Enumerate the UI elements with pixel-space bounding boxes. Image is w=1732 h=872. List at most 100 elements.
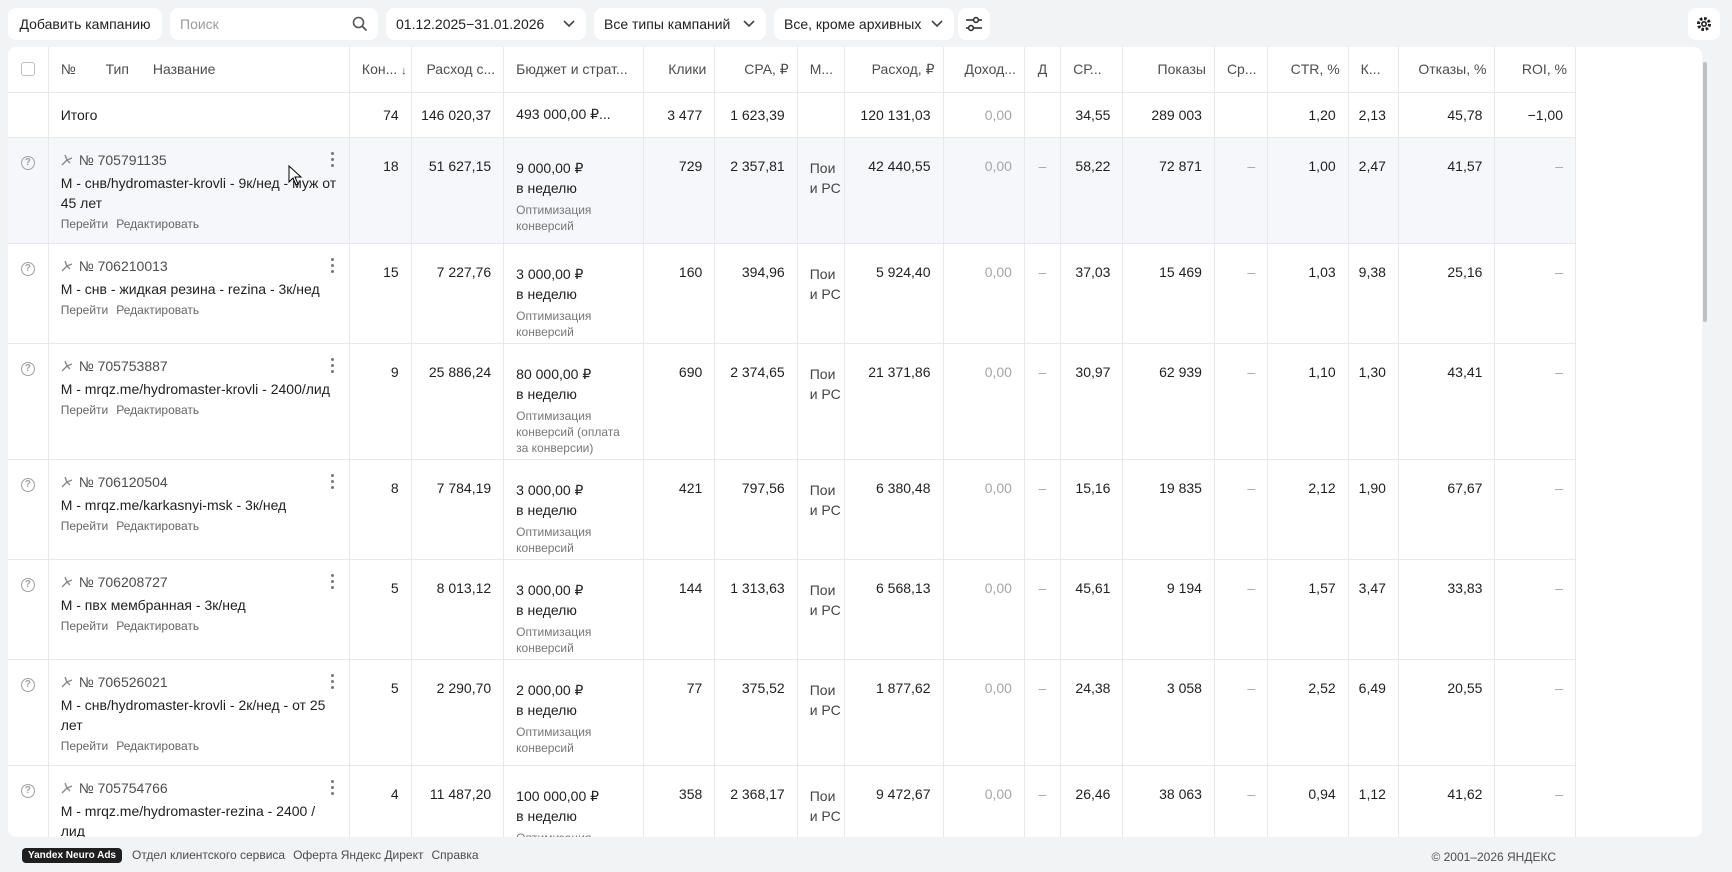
- kebab-icon[interactable]: [331, 473, 335, 489]
- k-cell: 3,47: [1348, 559, 1399, 660]
- neuro-ads-logo[interactable]: Yandex Neuro Ads: [22, 847, 122, 863]
- campaign-types-select[interactable]: Все типы кампаний: [594, 8, 766, 40]
- question-icon[interactable]: ?: [20, 577, 35, 592]
- campaign-id-text[interactable]: № 705754766: [78, 779, 168, 796]
- campaign-id-text[interactable]: № 706526021: [78, 673, 168, 690]
- campaign-name[interactable]: М - снв/hydromaster-krovli - 9к/нед - му…: [60, 174, 337, 211]
- budget-period: в неделю: [516, 385, 577, 402]
- table-row[interactable]: ? № 705754766 М - mrqz.me/hydromaster-re…: [8, 765, 1576, 837]
- footer-link-offer[interactable]: Оферта Яндекс Директ: [293, 848, 424, 862]
- d-cell: –: [1024, 559, 1062, 660]
- kebab-icon[interactable]: [331, 257, 335, 273]
- edit-link[interactable]: Редактировать: [116, 618, 200, 633]
- kebab-icon[interactable]: [331, 673, 335, 689]
- campaign-id-text[interactable]: № 706120504: [78, 473, 168, 490]
- campaign-name[interactable]: М - mrqz.me/hydromaster-krovli - 2400/ли…: [60, 380, 330, 397]
- archive-filter-select[interactable]: Все, кроме архивных: [774, 8, 954, 40]
- campaign-id-text[interactable]: № 706210013: [78, 257, 168, 274]
- clicks-cell: 729: [643, 137, 716, 244]
- kebab-icon[interactable]: [331, 357, 335, 373]
- question-icon[interactable]: ?: [20, 783, 35, 798]
- edit-link[interactable]: Редактировать: [116, 518, 200, 533]
- campaign-name-cell: № 705754766 М - mrqz.me/hydromaster-rezi…: [48, 765, 351, 838]
- kebab-icon[interactable]: [331, 779, 335, 795]
- campaign-name[interactable]: М - mrqz.me/karkasnyi-msk - 3к/нед: [60, 496, 287, 513]
- campaign-name[interactable]: М - mrqz.me/hydromaster-rezina - 2400 / …: [60, 802, 316, 838]
- col-m[interactable]: М...: [797, 47, 845, 93]
- go-link[interactable]: Перейти: [60, 302, 109, 317]
- go-link[interactable]: Перейти: [60, 402, 109, 417]
- campaign-id-text[interactable]: № 705753887: [78, 357, 168, 374]
- col-clicks[interactable]: Клики: [643, 47, 716, 93]
- add-campaign-button[interactable]: Добавить кампанию: [8, 8, 162, 40]
- vertical-scrollbar[interactable]: [1703, 62, 1707, 322]
- go-link[interactable]: Перейти: [60, 216, 109, 231]
- question-icon[interactable]: ?: [20, 477, 35, 492]
- question-icon[interactable]: ?: [20, 677, 35, 692]
- campaign-name-cell: № 705791135 М - снв/hydromaster-krovli -…: [48, 137, 351, 244]
- table-row[interactable]: ? № 706526021 М - снв/hydromaster-krovli…: [8, 659, 1576, 766]
- bounce-cell: 43,41: [1398, 343, 1496, 460]
- kebab-icon[interactable]: [331, 151, 335, 167]
- budget-cell: 2 000,00 ₽ в неделю Оптимизация конверси…: [503, 659, 644, 766]
- question-icon[interactable]: ?: [20, 361, 35, 376]
- col-spend-conv[interactable]: Расход с...: [411, 47, 505, 93]
- placement-line: и РС: [809, 385, 841, 402]
- table-row[interactable]: ? № 705753887 М - mrqz.me/hydromaster-kr…: [8, 343, 1576, 460]
- col-impressions[interactable]: Показы: [1122, 47, 1215, 93]
- question-icon[interactable]: ?: [20, 261, 35, 276]
- col-k[interactable]: К...: [1348, 47, 1399, 93]
- clicks-cell: 421: [643, 459, 716, 560]
- go-link[interactable]: Перейти: [60, 618, 109, 633]
- campaign-id-text[interactable]: № 706208727: [78, 573, 168, 590]
- col-cp[interactable]: СР...: [1060, 47, 1124, 93]
- edit-link[interactable]: Редактировать: [116, 216, 200, 231]
- col-cpa[interactable]: CPA, ₽: [714, 47, 798, 93]
- select-all-checkbox[interactable]: [20, 62, 35, 77]
- go-link[interactable]: Перейти: [60, 518, 109, 533]
- question-icon[interactable]: ?: [20, 155, 35, 170]
- cpa-cell: 1 313,63: [714, 559, 798, 660]
- filters-button[interactable]: [958, 8, 990, 40]
- col-income[interactable]: Доход...: [943, 47, 1025, 93]
- col-d[interactable]: Д: [1024, 47, 1062, 93]
- search-input[interactable]: Поиск: [170, 8, 378, 40]
- toolbar: Добавить кампанию Поиск 01.12.2025−31.01…: [8, 8, 1732, 40]
- campaign-id-text[interactable]: № 705791135: [78, 151, 167, 168]
- col-num[interactable]: №: [60, 61, 76, 78]
- col-avg[interactable]: Ср...: [1214, 47, 1269, 93]
- footer-link-support[interactable]: Отдел клиентского сервиса: [132, 848, 286, 862]
- campaign-name[interactable]: М - снв - жидкая резина - rezina - 3к/не…: [60, 280, 320, 297]
- edit-link[interactable]: Редактировать: [116, 402, 200, 417]
- footer-link-help[interactable]: Справка: [431, 848, 479, 862]
- go-link[interactable]: Перейти: [60, 738, 109, 753]
- settings-button[interactable]: [1688, 8, 1720, 40]
- col-spend[interactable]: Расход, ₽: [844, 47, 944, 93]
- conversions-cell: 9: [349, 343, 412, 460]
- kebab-icon[interactable]: [331, 573, 335, 589]
- table-row[interactable]: ? № 706210013 М - снв - жидкая резина - …: [8, 243, 1576, 344]
- table-row[interactable]: ? № 705791135 М - снв/hydromaster-krovli…: [8, 137, 1576, 244]
- cp-cell: 15,16: [1060, 459, 1124, 560]
- table-row[interactable]: ? № 706208727 М - пвх мембранная - 3к/не…: [8, 559, 1576, 660]
- table-row[interactable]: ? № 706120504 М - mrqz.me/karkasnyi-msk …: [8, 459, 1576, 560]
- col-budget[interactable]: Бюджет и страт...: [503, 47, 644, 93]
- edit-link[interactable]: Редактировать: [116, 738, 200, 753]
- edit-link[interactable]: Редактировать: [116, 302, 200, 317]
- col-name[interactable]: Название: [152, 61, 216, 78]
- col-roi[interactable]: ROI, %: [1494, 47, 1576, 93]
- bounce-cell: 25,16: [1398, 243, 1496, 344]
- cpa-cell: 375,52: [714, 659, 798, 766]
- cp-cell: 24,38: [1060, 659, 1124, 766]
- chevron-down-icon: [931, 20, 943, 28]
- campaign-name[interactable]: М - снв/hydromaster-krovli - 2к/нед - от…: [60, 696, 326, 733]
- campaign-name[interactable]: М - пвх мембранная - 3к/нед: [60, 596, 246, 613]
- copyright: © 2001–2026 ЯНДЕКС: [1431, 850, 1556, 864]
- col-ctr[interactable]: CTR, %: [1267, 47, 1349, 93]
- avg-cell: –: [1214, 137, 1269, 244]
- col-conversions[interactable]: Кон... ↓: [349, 47, 412, 93]
- date-range-select[interactable]: 01.12.2025−31.01.2026: [386, 8, 586, 40]
- col-type[interactable]: Тип: [105, 61, 129, 78]
- col-bounce[interactable]: Отказы, %: [1398, 47, 1496, 93]
- income-cell: 0,00: [943, 459, 1025, 560]
